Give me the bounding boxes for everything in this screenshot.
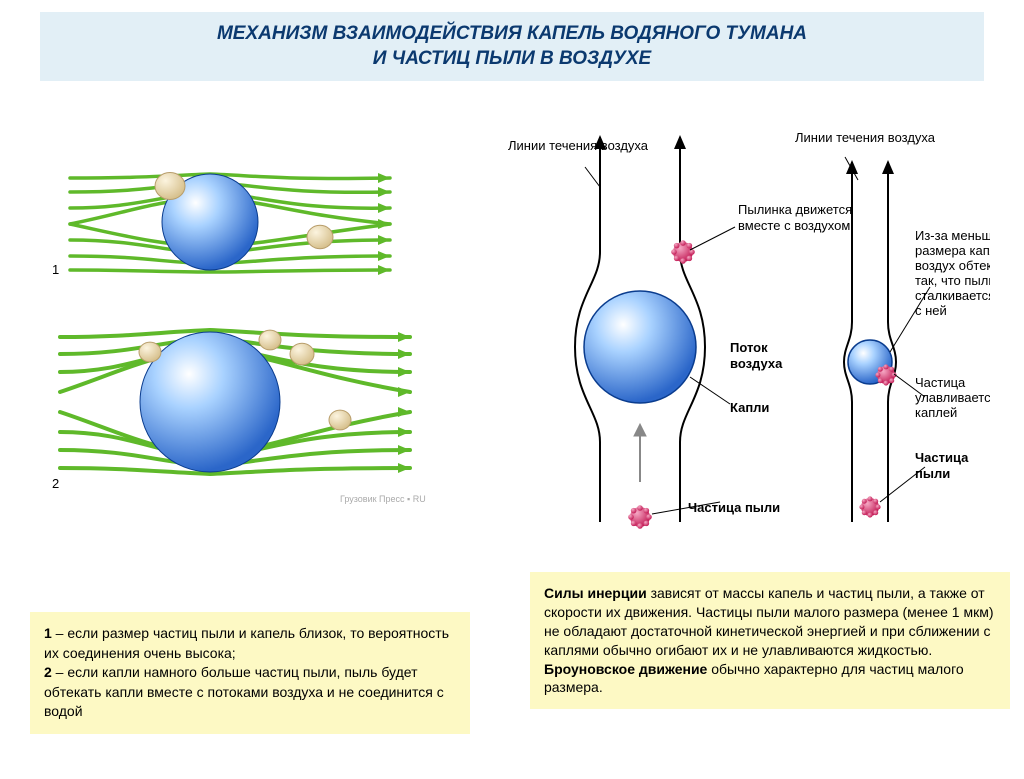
label-captured-3: каплей bbox=[915, 405, 957, 420]
label-particle-b1: Частица bbox=[915, 450, 969, 465]
label-dust-moves-2: вместе с воздухом bbox=[738, 218, 850, 233]
label-dust-moves-1: Пылинка движется bbox=[738, 202, 852, 217]
info-right-p1: Силы инерции зависят от массы капель и ч… bbox=[544, 584, 996, 660]
info-box-left: 1 – если размер частиц пыли и капель бли… bbox=[30, 612, 470, 734]
label-airflow-right: Линии течения воздуха bbox=[795, 130, 936, 145]
label-dust-particle: Частица пыли bbox=[688, 500, 780, 515]
info-right-p2: Броуновское движение обычно характерно д… bbox=[544, 660, 996, 698]
big-drop bbox=[584, 291, 696, 403]
label-smalldrop-1: Из-за меньшего bbox=[915, 228, 990, 243]
label-airflow-left: Линии течения воздуха bbox=[508, 138, 649, 153]
info-box-right: Силы инерции зависят от массы капель и ч… bbox=[530, 572, 1010, 709]
label-smalldrop-5: сталкивается bbox=[915, 288, 990, 303]
info-left-p1: 1 – если размер частиц пыли и капель бли… bbox=[44, 624, 456, 663]
right-diagram: Линии течения воздуха Линии течения возд… bbox=[490, 122, 990, 552]
label-airflow-center-1: Поток bbox=[730, 340, 768, 355]
label-particle-b2: пыли bbox=[915, 466, 950, 481]
label-drop: Капли bbox=[730, 400, 769, 415]
page-title: МЕХАНИЗМ ВЗАИМОДЕЙСТВИЯ КАПЕЛЬ ВОДЯНОГО … bbox=[40, 12, 984, 81]
center-arrow bbox=[634, 424, 646, 482]
label-smalldrop-4: так, что пылинка bbox=[915, 273, 990, 288]
label-smalldrop-6: с ней bbox=[915, 303, 947, 318]
arrowheads-1 bbox=[378, 173, 390, 275]
label-smalldrop-2: размера капли bbox=[915, 243, 990, 258]
info-left-p2: 2 – если капли намного больше частиц пыл… bbox=[44, 663, 456, 722]
label-captured-2: улавливается bbox=[915, 390, 990, 405]
title-line1: МЕХАНИЗМ ВЗАИМОДЕЙСТВИЯ КАПЕЛЬ ВОДЯНОГО … bbox=[217, 23, 807, 44]
label-smalldrop-3: воздух обтекает её bbox=[915, 258, 990, 273]
left-diagram: 1 2 Грузовик Пресс ▪ RU bbox=[30, 142, 450, 522]
number-1: 1 bbox=[52, 262, 59, 277]
watermark: Грузовик Пресс ▪ RU bbox=[340, 494, 426, 504]
number-2: 2 bbox=[52, 476, 59, 491]
title-line2: И ЧАСТИЦ ПЫЛИ В ВОЗДУХЕ bbox=[373, 48, 651, 69]
label-airflow-center-2: воздуха bbox=[730, 356, 783, 371]
label-captured-1: Частица bbox=[915, 375, 966, 390]
